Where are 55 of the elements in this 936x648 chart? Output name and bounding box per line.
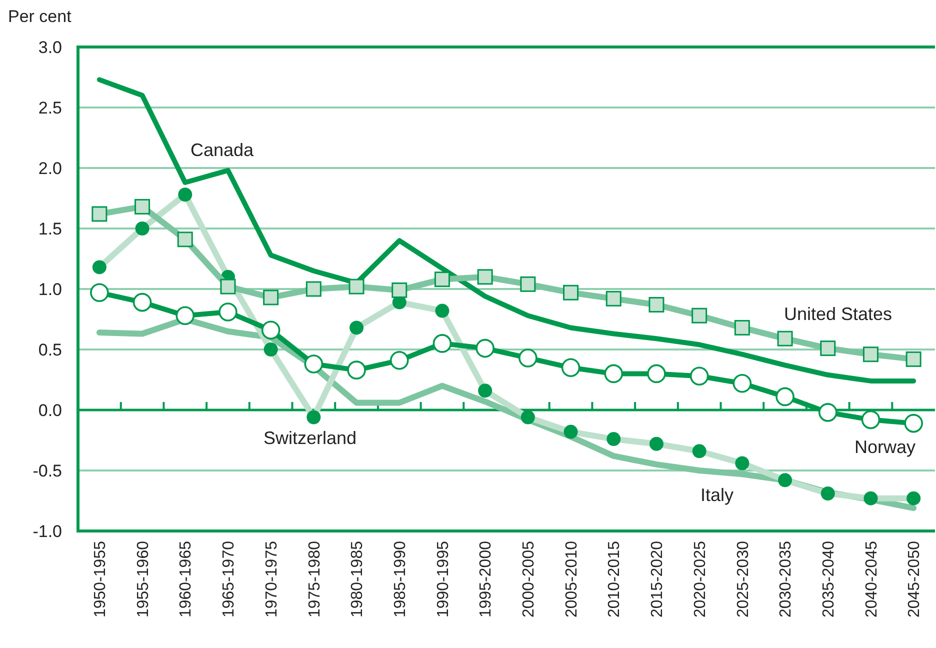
point [776,387,794,406]
series-label: Norway [854,437,916,457]
y-axis-title: Per cent [8,7,72,26]
point [732,374,752,393]
x-tick-label: 2020-2025 [692,540,709,618]
point [904,414,923,433]
series-label: United States [784,304,892,324]
x-tick-label: 2010-2015 [606,540,624,618]
point [818,403,838,422]
point [604,364,624,384]
x-tick-label: 1950-1955 [92,540,110,618]
x-tick-label: 1960-1965 [178,540,195,618]
point [132,292,152,312]
point [861,410,880,430]
point [261,320,280,340]
x-tick-label: 1990-1995 [434,540,452,618]
x-tick-label: 2035-2040 [820,540,838,618]
y-tick-label: -1.0 [32,522,62,541]
point [476,338,494,358]
point [390,350,409,370]
legend-label: Switzerland [263,428,357,448]
point [90,283,109,302]
y-tick-label: 2.0 [38,158,62,178]
point [690,366,709,386]
y-tick-label: -0.5 [32,461,62,480]
x-tick-label: 1985-1990 [392,540,409,618]
y-tick-label: 3.0 [38,38,62,57]
point [647,364,666,384]
y-tick-label: 1.5 [38,219,62,238]
y-tick-label: 1.0 [38,280,62,299]
y-tick-label: 2.5 [38,98,62,118]
point [432,334,452,353]
x-tick-label: 2000-2005 [520,540,538,618]
x-tick-label: 1995-2000 [478,540,495,618]
point [518,348,538,368]
x-tick-label: 1955-1960 [134,540,152,618]
x-tick-label: 2005-2010 [563,540,580,618]
point [218,302,238,322]
x-tick-label: 1980-1985 [349,540,366,618]
series-label: Canada [190,140,255,160]
point [347,360,366,380]
x-tick-label: 2040-2045 [863,540,880,618]
x-tick-label: 2015-2020 [649,540,666,618]
point [176,306,195,326]
x-tick-label: 2030-2035 [778,540,795,618]
point [304,354,324,374]
y-tick-label: 0.5 [38,340,62,360]
x-tick-label: 1970-1975 [263,540,280,618]
x-tick-label: 1965-1970 [220,540,238,618]
x-tick-label: 2045-2050 [906,540,924,618]
point [561,358,580,378]
series-label: Italy [700,485,734,505]
x-tick-label: 1975-1980 [306,540,324,618]
y-tick-label: 0.0 [38,400,62,420]
x-tick-label: 2025-2030 [734,540,752,618]
